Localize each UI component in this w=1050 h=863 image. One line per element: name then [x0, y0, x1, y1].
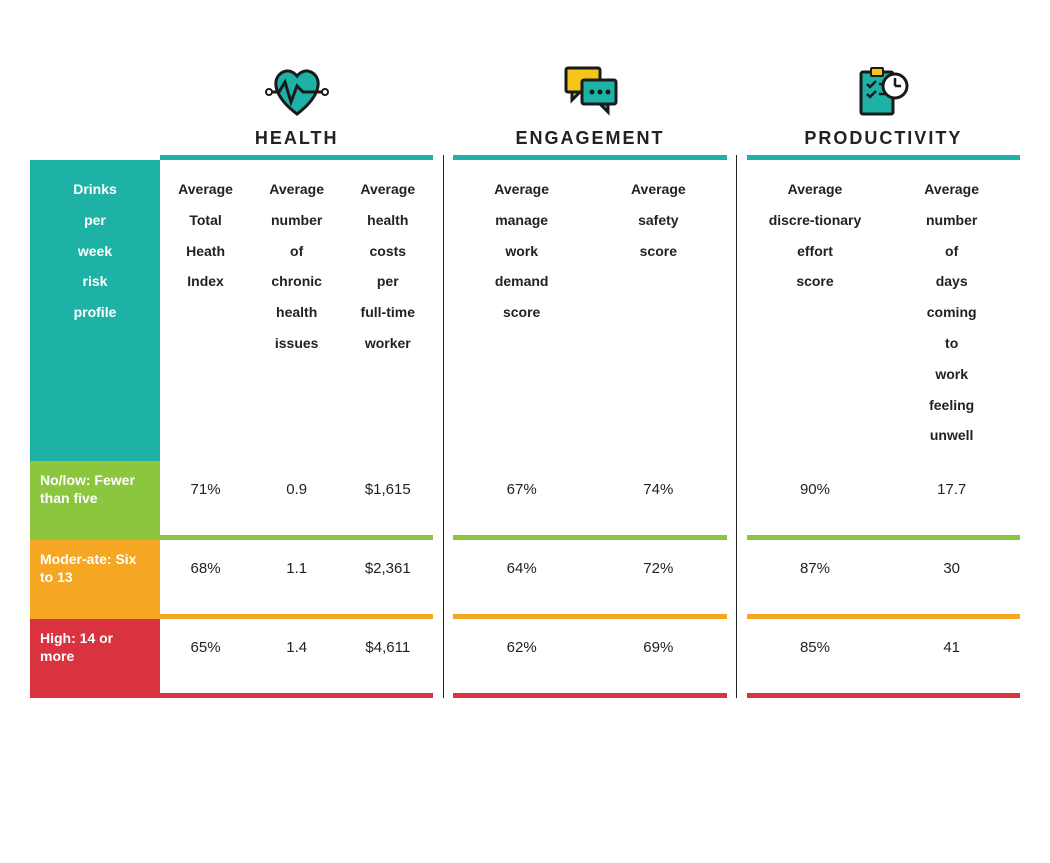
table-cell: $1,615: [342, 461, 433, 535]
spacer: [727, 50, 747, 155]
vertical-separator: [727, 619, 747, 698]
table-cell: 68%: [160, 540, 251, 614]
table-cell: 0.9: [251, 461, 342, 535]
table-cell: 85%: [747, 619, 884, 693]
vertical-separator: [727, 160, 747, 461]
table-cell: 17.7: [883, 461, 1020, 535]
table-cell: 64%: [453, 540, 590, 614]
row-rule: [453, 693, 726, 698]
vertical-separator: [433, 619, 453, 698]
table-cell: 87%: [747, 540, 884, 614]
table-cell: 90%: [747, 461, 884, 535]
table-cell: $2,361: [342, 540, 433, 614]
table-cell: 65%: [160, 619, 251, 693]
category-header-health: HEALTH: [160, 50, 433, 155]
table-cell: 1.1: [251, 540, 342, 614]
col-head: Averagenumberofdayscomingtoworkfeelingun…: [883, 160, 1020, 461]
col-headers-health: AverageTotalHeathIndex Averagenumberofch…: [160, 160, 433, 461]
row-label-low: No/low: Fewer than five: [30, 461, 160, 540]
row-rule: [160, 693, 433, 698]
row-low-engagement: 67% 74%: [453, 461, 726, 540]
row-label-moderate: Moder-ate: Six to 13: [30, 540, 160, 619]
row-mod-productivity: 87% 30: [747, 540, 1020, 619]
row-rule: [747, 693, 1020, 698]
category-header-engagement: ENGAGEMENT: [453, 50, 726, 155]
row-low-productivity: 90% 17.7: [747, 461, 1020, 540]
table-cell: 69%: [590, 619, 727, 693]
row-label-text: No/low: Fewer than five: [40, 471, 150, 507]
health-icon: [160, 50, 433, 120]
col-head: Averagediscre-tionaryeffortscore: [747, 160, 884, 461]
row-label-high: High: 14 or more: [30, 619, 160, 698]
row-mod-health: 68% 1.1 $2,361: [160, 540, 433, 619]
table-cell: $4,611: [342, 619, 433, 693]
category-title: PRODUCTIVITY: [747, 128, 1020, 149]
table-cell: 67%: [453, 461, 590, 535]
vertical-separator: [433, 160, 453, 461]
row-high-health: 65% 1.4 $4,611: [160, 619, 433, 698]
spacer: [30, 50, 160, 155]
col-head: Averagenumberofchronichealthissues: [251, 160, 342, 461]
category-title: ENGAGEMENT: [453, 128, 726, 149]
category-header-productivity: PRODUCTIVITY: [747, 50, 1020, 155]
row-label-text: High: 14 or more: [40, 629, 150, 665]
productivity-icon: [747, 50, 1020, 120]
vertical-separator: [727, 461, 747, 540]
row-high-productivity: 85% 41: [747, 619, 1020, 698]
col-headers-engagement: Averagemanageworkdemandscore Averagesafe…: [453, 160, 726, 461]
row-label-text: Moder-ate: Six to 13: [40, 550, 150, 586]
table-cell: 72%: [590, 540, 727, 614]
col-headers-productivity: Averagediscre-tionaryeffortscore Average…: [747, 160, 1020, 461]
spacer: [433, 50, 453, 155]
row-low-health: 71% 0.9 $1,615: [160, 461, 433, 540]
table-cell: 62%: [453, 619, 590, 693]
engagement-icon: [453, 50, 726, 120]
table-cell: 1.4: [251, 619, 342, 693]
row-header-label: Drinksperweekriskprofile: [30, 160, 160, 461]
col-head: Averagemanageworkdemandscore: [453, 160, 590, 461]
col-head: Averagehealthcostsperfull-timeworker: [342, 160, 433, 461]
row-header-text: Drinksperweekriskprofile: [73, 174, 117, 328]
vertical-separator: [727, 540, 747, 619]
table-cell: 71%: [160, 461, 251, 535]
category-title: HEALTH: [160, 128, 433, 149]
table-cell: 74%: [590, 461, 727, 535]
row-mod-engagement: 64% 72%: [453, 540, 726, 619]
col-head: Averagesafetyscore: [590, 160, 727, 461]
risk-profile-table: HEALTH ENGAGEMENT: [30, 50, 1020, 698]
row-high-engagement: 62% 69%: [453, 619, 726, 698]
vertical-separator: [433, 461, 453, 540]
col-head: AverageTotalHeathIndex: [160, 160, 251, 461]
table-cell: 41: [883, 619, 1020, 693]
vertical-separator: [433, 540, 453, 619]
table-cell: 30: [883, 540, 1020, 614]
